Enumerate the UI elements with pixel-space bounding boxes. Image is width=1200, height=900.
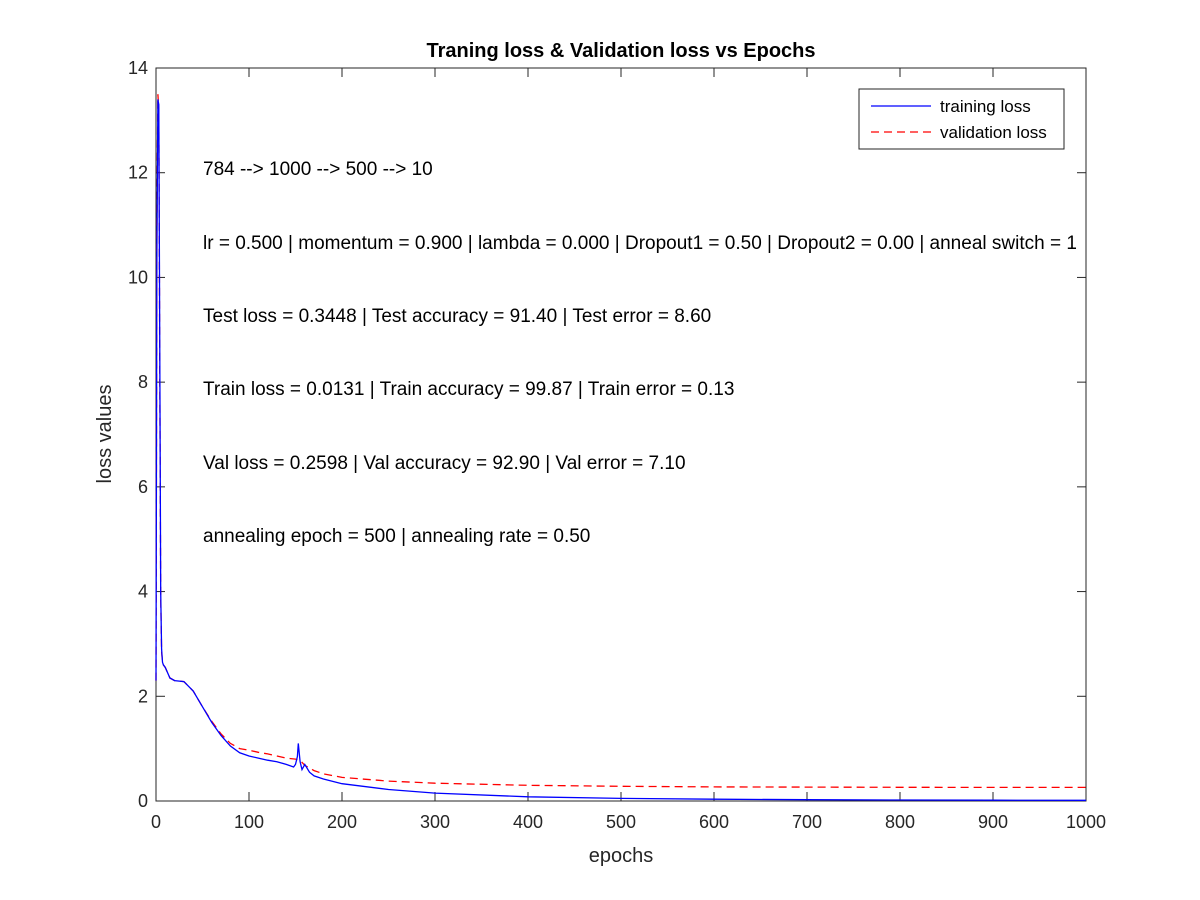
y-tick-label: 8 [138,372,148,392]
chart-title: Traning loss & Validation loss vs Epochs [427,40,816,62]
legend-label-validation-loss: validation loss [940,123,1047,142]
x-tick-label: 0 [151,812,161,832]
annotation-text: Val loss = 0.2598 | Val accuracy = 92.90… [203,453,686,474]
x-axis-tick-labels: 0 100 200 300 400 500 600 700 800 900 1000 [151,812,1106,832]
legend: training loss validation loss [858,88,1065,150]
y-axis-label: loss values [94,385,116,484]
x-tick-label: 500 [606,812,636,832]
x-tick-label: 300 [420,812,450,832]
x-tick-label: 900 [978,812,1008,832]
annotation-text: 784 --> 1000 --> 500 --> 10 [203,159,433,180]
series-layer [155,94,1087,801]
annotation-text: Test loss = 0.3448 | Test accuracy = 91.… [203,306,711,327]
x-axis-label: epochs [589,845,654,867]
y-tick-label: 14 [128,58,148,78]
annotation-text: Train loss = 0.0131 | Train accuracy = 9… [203,379,734,400]
annotation-group: 784 --> 1000 --> 500 --> 10 lr = 0.500 | … [203,159,1077,547]
y-tick-label: 0 [138,791,148,811]
y-tick-label: 6 [138,477,148,497]
annotation-text: lr = 0.500 | momentum = 0.900 | lambda =… [203,233,1077,254]
y-tick-label: 10 [128,267,148,287]
x-tick-label: 800 [885,812,915,832]
y-axis-tick-labels: 0 2 4 6 8 10 12 14 [128,58,148,811]
plot-area [155,67,1087,802]
legend-label-training-loss: training loss [940,97,1031,116]
legend-box [858,88,1065,150]
x-tick-label: 400 [513,812,543,832]
y-tick-label: 12 [128,163,148,183]
x-tick-label: 100 [234,812,264,832]
annotation-text: annealing epoch = 500 | annealing rate =… [203,526,590,547]
y-tick-label: 4 [138,582,148,602]
x-tick-label: 1000 [1066,812,1106,832]
y-tick-label: 2 [138,686,148,706]
series-line-training-loss [155,99,1087,801]
x-tick-label: 600 [699,812,729,832]
x-tick-label: 700 [792,812,822,832]
x-tick-label: 200 [327,812,357,832]
